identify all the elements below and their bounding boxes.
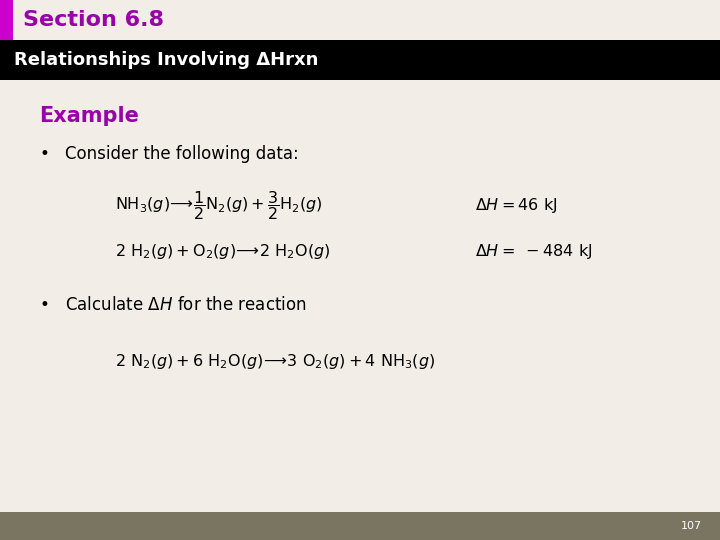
Bar (0, 40, 720, 80)
Text: Consider the following data:: Consider the following data: (65, 145, 299, 163)
Bar (0, 0, 13, 40)
Text: $\Delta H =\ -484\ \mathrm{kJ}$: $\Delta H =\ -484\ \mathrm{kJ}$ (475, 241, 593, 261)
Text: $\mathrm{2\ N_2}(g)+\mathrm{6\ H_2O}(g)\!\longrightarrow\!\mathrm{3\ O_2}(g)+\ma: $\mathrm{2\ N_2}(g)+\mathrm{6\ H_2O}(g)\… (115, 352, 436, 372)
Text: Section 6.8: Section 6.8 (23, 10, 164, 30)
Bar (0, 512, 720, 540)
Text: Calculate $\Delta H$ for the reaction: Calculate $\Delta H$ for the reaction (65, 296, 307, 314)
Text: $\mathrm{NH_3}(g)\!\longrightarrow\!\dfrac{1}{2}\mathrm{N_2}(g)+\dfrac{3}{2}\mat: $\mathrm{NH_3}(g)\!\longrightarrow\!\dfr… (115, 188, 323, 222)
Text: Example: Example (40, 106, 140, 126)
Text: $\mathrm{2\ H_2}(g)+\mathrm{O_2}(g)\!\longrightarrow\!\mathrm{2\ H_2O}(g)$: $\mathrm{2\ H_2}(g)+\mathrm{O_2}(g)\!\lo… (115, 241, 330, 261)
Text: •: • (40, 296, 50, 314)
Text: Relationships Involving ΔHrxn: Relationships Involving ΔHrxn (14, 51, 319, 69)
Text: •: • (40, 145, 50, 163)
Text: 107: 107 (681, 521, 702, 531)
Text: $\Delta H = 46\ \mathrm{kJ}$: $\Delta H = 46\ \mathrm{kJ}$ (475, 195, 558, 215)
